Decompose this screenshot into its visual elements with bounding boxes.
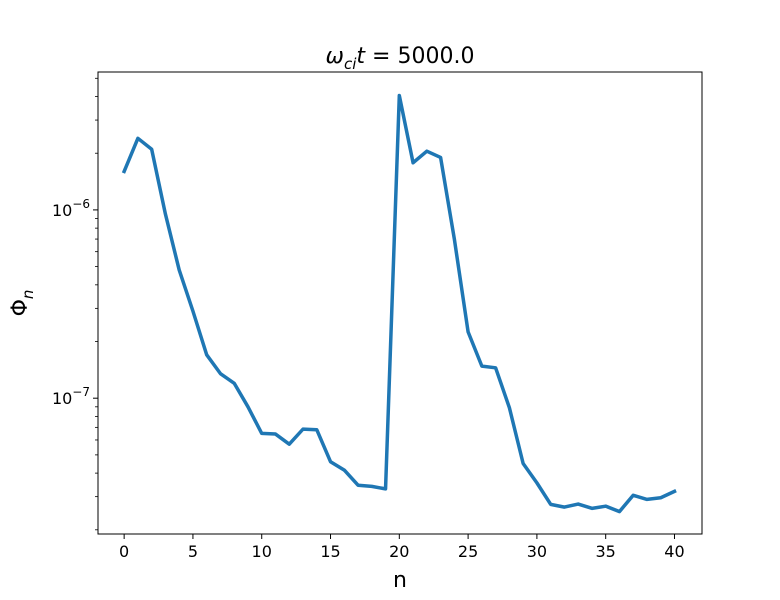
x-tick-label: 25	[458, 542, 478, 561]
x-tick-label: 10	[252, 542, 272, 561]
series-line	[121, 93, 677, 514]
plot-background	[98, 72, 702, 534]
x-axis-label: n	[393, 568, 407, 593]
x-tick-label: 35	[596, 542, 616, 561]
y-axis-label: Φn	[8, 290, 37, 317]
x-tick-label: 40	[664, 542, 684, 561]
chart-title: ωcit = 5000.0	[326, 44, 475, 73]
y-tick-label: 10−6	[52, 197, 90, 220]
series-layer	[121, 93, 677, 514]
x-tick-label: 30	[527, 542, 547, 561]
plot-frame	[97, 71, 703, 535]
x-tick-label: 5	[188, 542, 198, 561]
x-tick-label: 15	[320, 542, 340, 561]
ticks-layer: 0 5 10 15 20 25 30 35 40 10−6 10−7	[52, 77, 685, 561]
y-tick-label: 10−7	[52, 385, 90, 408]
x-tick-label: 20	[389, 542, 409, 561]
x-tick-label: 0	[119, 542, 129, 561]
